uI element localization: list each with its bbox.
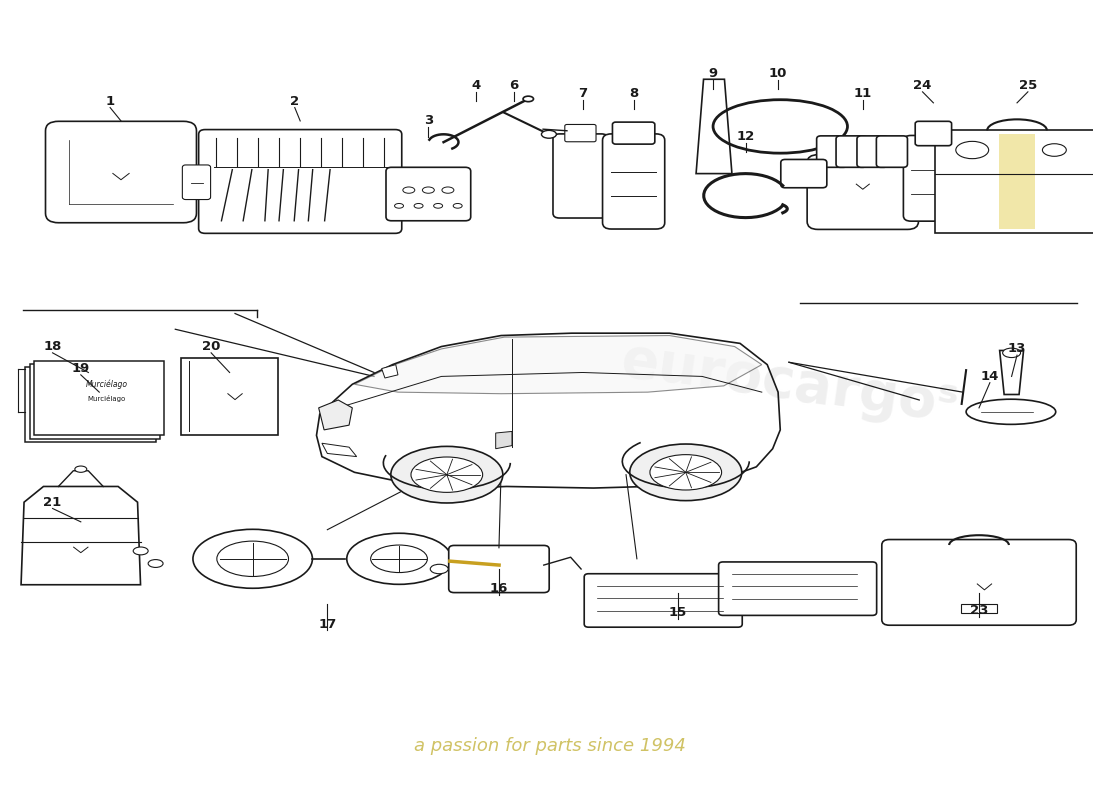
Ellipse shape bbox=[433, 203, 442, 208]
FancyBboxPatch shape bbox=[613, 122, 654, 144]
Bar bbox=[25, 367, 156, 442]
Bar bbox=[961, 604, 997, 614]
FancyBboxPatch shape bbox=[449, 546, 549, 593]
Text: 19: 19 bbox=[72, 362, 90, 375]
Ellipse shape bbox=[346, 534, 451, 584]
FancyBboxPatch shape bbox=[781, 159, 827, 188]
Bar bbox=[999, 134, 1035, 229]
FancyBboxPatch shape bbox=[903, 135, 964, 221]
FancyBboxPatch shape bbox=[183, 165, 210, 199]
Ellipse shape bbox=[133, 547, 148, 555]
FancyBboxPatch shape bbox=[816, 136, 848, 167]
FancyBboxPatch shape bbox=[564, 125, 596, 142]
FancyBboxPatch shape bbox=[553, 134, 608, 218]
FancyBboxPatch shape bbox=[584, 574, 742, 627]
Ellipse shape bbox=[442, 187, 454, 194]
Ellipse shape bbox=[453, 203, 462, 208]
Bar bbox=[935, 130, 1099, 233]
Text: 7: 7 bbox=[578, 87, 587, 100]
Ellipse shape bbox=[395, 203, 404, 208]
Text: Murciélago: Murciélago bbox=[86, 379, 128, 389]
Text: eurocargoˢ: eurocargoˢ bbox=[617, 334, 960, 434]
Polygon shape bbox=[496, 431, 512, 449]
Text: 25: 25 bbox=[1019, 79, 1037, 92]
Text: 23: 23 bbox=[970, 604, 988, 617]
Ellipse shape bbox=[148, 559, 163, 567]
Ellipse shape bbox=[524, 96, 534, 102]
Ellipse shape bbox=[192, 530, 312, 588]
Ellipse shape bbox=[403, 187, 415, 194]
Text: 21: 21 bbox=[43, 496, 62, 509]
Ellipse shape bbox=[956, 142, 989, 158]
Ellipse shape bbox=[390, 446, 503, 503]
Text: 4: 4 bbox=[472, 79, 481, 92]
FancyBboxPatch shape bbox=[386, 167, 471, 221]
Ellipse shape bbox=[630, 444, 741, 501]
Polygon shape bbox=[319, 400, 352, 430]
Polygon shape bbox=[696, 79, 732, 174]
FancyBboxPatch shape bbox=[836, 136, 867, 167]
Text: 16: 16 bbox=[490, 582, 508, 595]
Ellipse shape bbox=[966, 399, 1056, 424]
Ellipse shape bbox=[1043, 144, 1066, 156]
Polygon shape bbox=[322, 443, 356, 457]
Text: Murciélago: Murciélago bbox=[88, 395, 126, 402]
Text: 20: 20 bbox=[202, 340, 220, 353]
Text: 1: 1 bbox=[106, 94, 114, 108]
Bar bbox=[30, 364, 161, 438]
Ellipse shape bbox=[430, 564, 448, 574]
FancyBboxPatch shape bbox=[199, 130, 402, 234]
FancyBboxPatch shape bbox=[807, 154, 918, 230]
Text: 11: 11 bbox=[854, 87, 872, 100]
Ellipse shape bbox=[541, 130, 557, 138]
Text: 24: 24 bbox=[913, 79, 932, 92]
Bar bbox=[180, 358, 278, 434]
Text: 15: 15 bbox=[669, 606, 688, 618]
FancyBboxPatch shape bbox=[915, 122, 952, 146]
FancyBboxPatch shape bbox=[45, 122, 197, 222]
Text: 18: 18 bbox=[43, 340, 62, 353]
Text: 8: 8 bbox=[629, 87, 638, 100]
FancyBboxPatch shape bbox=[718, 562, 877, 615]
Text: 12: 12 bbox=[736, 130, 755, 143]
Ellipse shape bbox=[411, 457, 483, 492]
Text: 6: 6 bbox=[509, 79, 519, 92]
Ellipse shape bbox=[217, 541, 288, 577]
FancyBboxPatch shape bbox=[882, 539, 1076, 626]
Text: 3: 3 bbox=[424, 114, 433, 127]
Polygon shape bbox=[21, 486, 141, 585]
Ellipse shape bbox=[650, 454, 722, 490]
Polygon shape bbox=[1000, 350, 1023, 394]
Text: 14: 14 bbox=[981, 370, 999, 383]
Bar bbox=[34, 361, 164, 435]
Ellipse shape bbox=[371, 545, 428, 573]
FancyBboxPatch shape bbox=[857, 136, 888, 167]
Text: 13: 13 bbox=[1008, 342, 1026, 355]
Text: 2: 2 bbox=[290, 94, 299, 108]
Text: 10: 10 bbox=[769, 67, 788, 80]
Ellipse shape bbox=[422, 187, 435, 194]
Text: a passion for parts since 1994: a passion for parts since 1994 bbox=[414, 737, 686, 755]
Ellipse shape bbox=[414, 203, 424, 208]
Ellipse shape bbox=[1002, 348, 1021, 358]
Polygon shape bbox=[354, 335, 762, 394]
Text: 17: 17 bbox=[318, 618, 337, 630]
FancyBboxPatch shape bbox=[603, 134, 664, 229]
Ellipse shape bbox=[75, 466, 87, 472]
Polygon shape bbox=[382, 365, 398, 378]
FancyBboxPatch shape bbox=[877, 136, 908, 167]
Text: 9: 9 bbox=[708, 67, 717, 80]
